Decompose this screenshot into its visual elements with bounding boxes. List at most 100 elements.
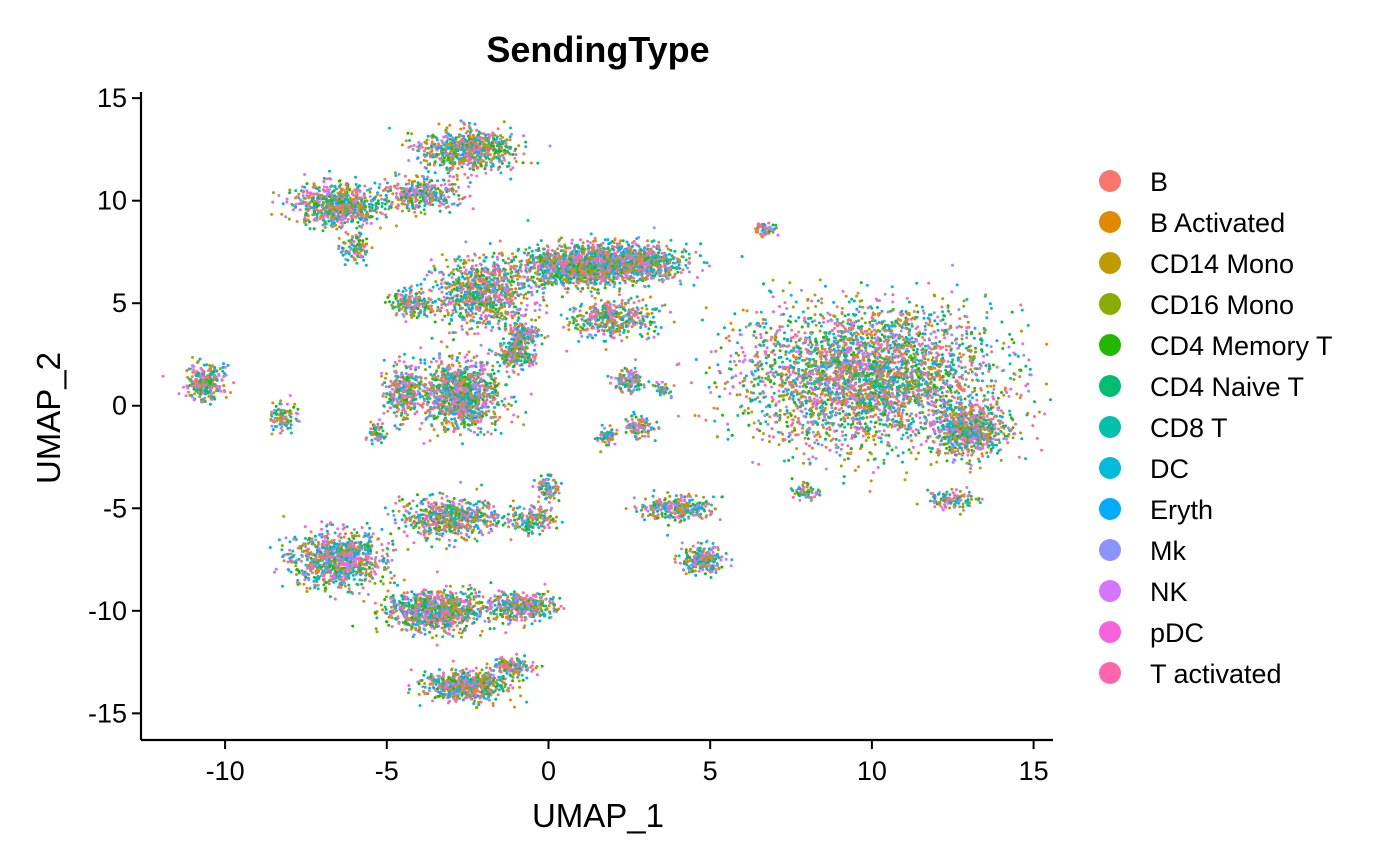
scatter-point bbox=[830, 403, 833, 407]
scatter-point bbox=[944, 506, 948, 509]
scatter-point bbox=[823, 363, 827, 367]
scatter-point bbox=[791, 354, 795, 358]
scatter-point bbox=[961, 353, 965, 357]
scatter-point bbox=[1018, 368, 1022, 372]
scatter-point bbox=[910, 412, 913, 416]
scatter-point bbox=[1014, 422, 1018, 426]
scatter-point bbox=[917, 398, 921, 402]
scatter-point bbox=[785, 409, 789, 413]
scatter-point bbox=[757, 364, 761, 368]
scatter-point bbox=[914, 364, 918, 367]
scatter-point bbox=[824, 467, 828, 471]
scatter-point bbox=[872, 457, 876, 461]
scatter-points bbox=[161, 119, 1052, 710]
scatter-point bbox=[858, 305, 862, 309]
scatter-point bbox=[785, 357, 789, 361]
scatter-point bbox=[785, 393, 789, 397]
scatter-point bbox=[874, 430, 878, 434]
scatter-point bbox=[801, 390, 805, 393]
scatter-point bbox=[895, 391, 899, 395]
scatter-point bbox=[864, 439, 868, 442]
scatter-point bbox=[824, 422, 828, 426]
scatter-point bbox=[876, 415, 880, 419]
scatter-point bbox=[917, 402, 921, 406]
scatter-point bbox=[876, 306, 879, 309]
scatter-point bbox=[994, 433, 998, 437]
scatter-point bbox=[946, 451, 950, 455]
scatter-point bbox=[824, 393, 828, 397]
scatter-point bbox=[857, 348, 861, 352]
chart-title: SendingType bbox=[486, 29, 709, 70]
scatter-point bbox=[937, 435, 941, 438]
scatter-point bbox=[974, 346, 977, 350]
scatter-point bbox=[789, 392, 793, 396]
scatter-point bbox=[936, 322, 939, 326]
scatter-point bbox=[820, 344, 824, 348]
scatter-point bbox=[812, 388, 816, 392]
scatter-point bbox=[880, 433, 884, 436]
scatter-point bbox=[865, 351, 869, 355]
scatter-point bbox=[821, 347, 824, 351]
scatter-point bbox=[789, 339, 793, 343]
scatter-point bbox=[850, 321, 854, 325]
scatter-point bbox=[801, 358, 804, 362]
scatter-point bbox=[826, 398, 830, 402]
scatter-point bbox=[980, 407, 984, 411]
scatter-point bbox=[528, 246, 531, 250]
scatter-point bbox=[721, 413, 725, 417]
scatter-point bbox=[835, 305, 839, 309]
scatter-point bbox=[967, 345, 971, 349]
scatter-point bbox=[938, 340, 942, 344]
scatter-point bbox=[952, 504, 956, 508]
scatter-point bbox=[754, 345, 758, 349]
scatter-point bbox=[952, 458, 956, 462]
scatter-point bbox=[657, 278, 661, 282]
scatter-point bbox=[806, 297, 810, 301]
scatter-point bbox=[780, 394, 784, 397]
scatter-point bbox=[807, 316, 811, 320]
scatter-point bbox=[762, 432, 765, 436]
scatter-point bbox=[917, 367, 921, 371]
scatter-point bbox=[825, 427, 829, 431]
scatter-point bbox=[843, 343, 847, 347]
scatter-point bbox=[954, 369, 958, 373]
scatter-point bbox=[860, 337, 864, 340]
scatter-point bbox=[852, 405, 856, 409]
scatter-point bbox=[910, 365, 914, 369]
scatter-point bbox=[840, 306, 844, 310]
scatter-point bbox=[882, 340, 886, 344]
scatter-point bbox=[904, 373, 908, 377]
scatter-point bbox=[870, 306, 874, 310]
scatter-point bbox=[995, 339, 999, 343]
scatter-point bbox=[738, 328, 742, 332]
scatter-point bbox=[813, 392, 817, 396]
scatter-point bbox=[742, 384, 746, 388]
scatter-point bbox=[802, 452, 806, 456]
scatter-point bbox=[589, 290, 593, 294]
scatter-point bbox=[956, 423, 960, 427]
scatter-point bbox=[792, 394, 796, 398]
scatter-point bbox=[811, 402, 815, 406]
scatter-point bbox=[814, 367, 817, 371]
scatter-point bbox=[849, 447, 853, 451]
scatter-point bbox=[774, 420, 778, 424]
scatter-point bbox=[1005, 391, 1009, 394]
scatter-point bbox=[855, 417, 859, 421]
scatter-point bbox=[498, 239, 502, 243]
scatter-point bbox=[1026, 323, 1030, 327]
scatter-point bbox=[910, 356, 914, 360]
scatter-point bbox=[915, 281, 919, 285]
scatter-point bbox=[818, 351, 822, 355]
scatter-point bbox=[764, 420, 768, 424]
scatter-point bbox=[822, 320, 825, 324]
scatter-point bbox=[948, 412, 952, 416]
scatter-point bbox=[1018, 375, 1022, 379]
scatter-point bbox=[915, 502, 919, 506]
scatter-point bbox=[900, 313, 904, 317]
scatter-point bbox=[802, 461, 805, 465]
scatter-point bbox=[542, 274, 545, 278]
scatter-point bbox=[972, 435, 976, 439]
scatter-point bbox=[904, 335, 908, 339]
scatter-point bbox=[839, 401, 843, 405]
